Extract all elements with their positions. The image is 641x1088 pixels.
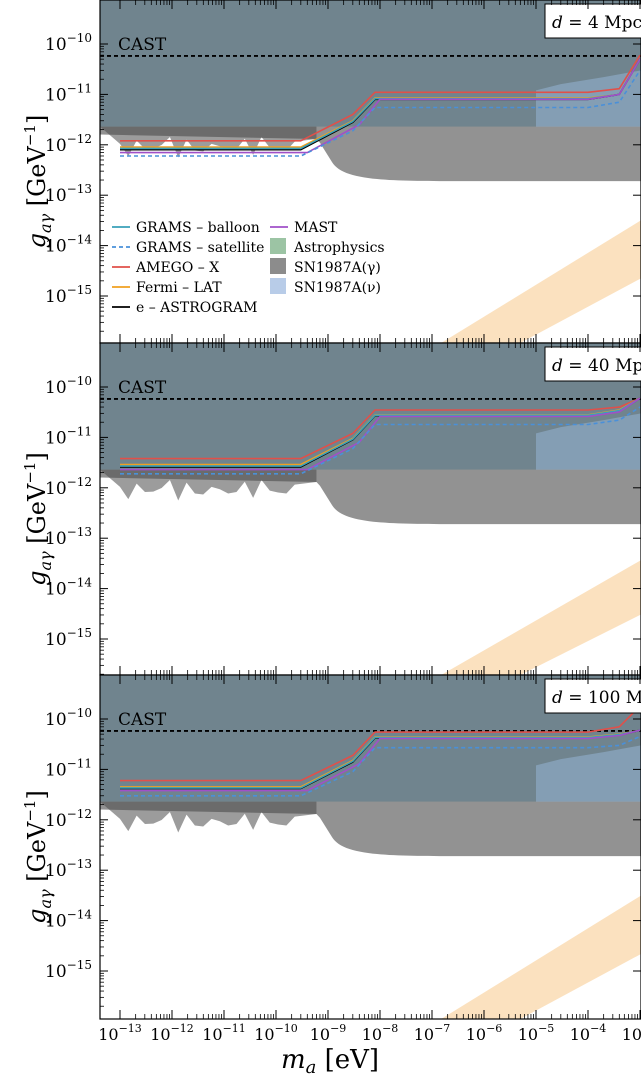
y-tick-label: 10−14 — [45, 233, 92, 257]
qcd-axion-band — [441, 560, 641, 675]
legend: GRAMS – balloon GRAMS – satellite AMEGO – … — [112, 220, 385, 316]
y-tick-label: 10−13 — [45, 182, 92, 206]
legend-label: Astrophysics — [293, 240, 385, 256]
series-mast — [120, 397, 641, 471]
panel-label-box — [544, 346, 641, 382]
sn1987a-gamma-edge — [100, 469, 317, 501]
legend-label: GRAMS – balloon — [136, 220, 260, 236]
cast-label: CAST — [118, 35, 167, 55]
x-tick-label: 10−12 — [150, 1022, 194, 1044]
legend-patch — [270, 258, 286, 274]
x-tick-label: 10−11 — [202, 1022, 246, 1044]
y-tick-label: 10−14 — [45, 908, 92, 932]
legend-label: GRAMS – satellite — [136, 240, 264, 256]
series-amego-x — [120, 397, 641, 460]
qcd-axion-band — [441, 895, 641, 1019]
legend-label: e – ASTROGRAM — [136, 300, 257, 316]
axis-labels: ma [eV] — [281, 1045, 379, 1078]
series-mast — [120, 729, 641, 792]
y-tick-label: 10−15 — [45, 283, 92, 307]
panel-2: CAST — [100, 343, 641, 675]
cast-label: CAST — [118, 710, 167, 730]
y-tick-label: 10−12 — [45, 807, 92, 831]
y-tick-label: 10−13 — [45, 525, 92, 549]
panel-label: d = 40 Mpc — [552, 356, 641, 376]
panel-label: d = 4 Mpc — [552, 13, 641, 33]
panel-label: d = 100 Mpc — [552, 688, 641, 708]
x-tick-label: 10−5 — [518, 1022, 555, 1044]
y-tick-label: 10−12 — [45, 132, 92, 156]
legend-patch — [270, 278, 286, 294]
panel-label-box — [544, 678, 641, 714]
y-tick-label: 10−14 — [45, 576, 92, 600]
x-tick-label: 10−10 — [254, 1022, 298, 1044]
x-tick-label: 10−3 — [622, 1022, 641, 1044]
legend-label: MAST — [294, 220, 338, 236]
y-tick-label: 10−11 — [45, 424, 92, 448]
y-tick-label: 10−15 — [45, 626, 92, 650]
y-tick-label: 10−10 — [45, 706, 92, 730]
y-tick-label: 10−12 — [45, 475, 92, 499]
series-mast — [120, 58, 641, 154]
series-amego-x — [120, 54, 641, 142]
x-tick-label: 10−6 — [466, 1022, 503, 1044]
x-tick-label: 10−9 — [310, 1022, 347, 1044]
y-axis-label: gaγ [GeV−1] — [21, 790, 55, 924]
y-tick-label: 10−11 — [45, 81, 92, 105]
legend-label: SN1987A(ν) — [294, 280, 381, 296]
x-tick-label: 10−13 — [98, 1022, 142, 1044]
sn1987a-gamma-edge — [100, 126, 317, 158]
panel-frame — [99, 674, 641, 1020]
x-tick-label: 10−4 — [570, 1022, 607, 1044]
series-amego-x — [120, 705, 641, 782]
x-tick-label: 10−7 — [414, 1022, 451, 1044]
y-tick-label: 10−11 — [45, 756, 92, 780]
y-tick-label: 10−10 — [45, 374, 92, 398]
y-tick-label: 10−15 — [45, 958, 92, 982]
panel-3: CAST — [100, 675, 641, 1019]
legend-label: SN1987A(γ) — [294, 260, 381, 276]
y-axis-label: gaγ [GeV−1] — [21, 115, 55, 249]
sn1987a-gamma-edge — [100, 801, 317, 833]
x-axis-label: ma [eV] — [281, 1045, 379, 1078]
legend-patch — [270, 238, 286, 254]
y-tick-label: 10−13 — [45, 857, 92, 881]
series-grams-balloon — [120, 397, 641, 467]
x-tick-label: 10−8 — [362, 1022, 399, 1044]
legend-label: Fermi – LAT — [136, 280, 222, 296]
qcd-axion-band — [441, 220, 641, 343]
series-grams-balloon — [120, 729, 641, 789]
panel-label-box — [544, 3, 641, 39]
y-axis-label: gaγ [GeV−1] — [21, 452, 55, 586]
legend-label: AMEGO – X — [135, 260, 219, 276]
cast-label: CAST — [118, 378, 167, 398]
y-tick-label: 10−10 — [45, 31, 92, 55]
